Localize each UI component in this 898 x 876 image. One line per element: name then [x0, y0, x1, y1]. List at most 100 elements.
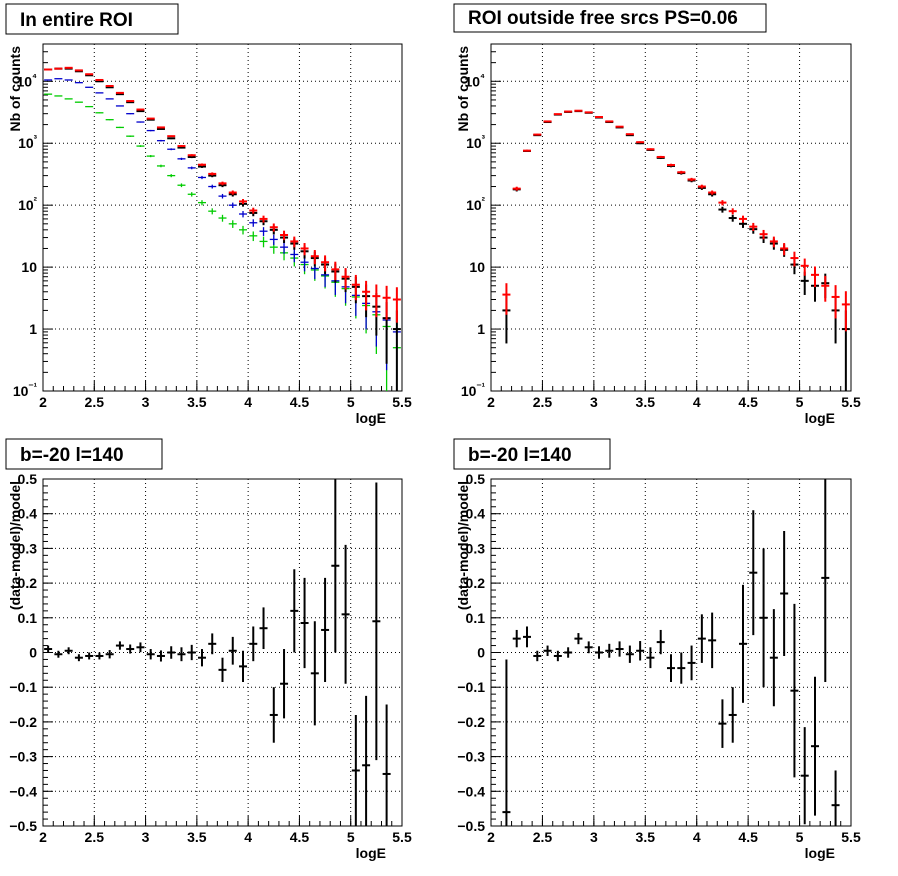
chart-title: b=-20 l=140 — [468, 445, 572, 466]
x-axis-label: logE — [805, 845, 835, 861]
x-tick-label: 5.5 — [392, 829, 412, 845]
series-4 — [44, 66, 401, 323]
x-tick-label: 4 — [244, 394, 252, 410]
y-tick-label: 10² — [466, 196, 486, 213]
y-tick-label: 10⁻¹ — [461, 382, 486, 399]
y-axis-label: (data-model)/model — [7, 481, 23, 610]
y-tick-label: 10³ — [18, 134, 38, 151]
y-axis-label: (data-model)/model — [455, 481, 471, 610]
y-axis-label: Nb of counts — [455, 46, 471, 132]
y-tick-label: 1 — [477, 321, 485, 337]
y-tick-label: −0.3 — [457, 749, 485, 765]
x-tick-label: 2 — [39, 829, 47, 845]
x-tick-label: 4.5 — [290, 394, 310, 410]
x-tick-label: 2.5 — [533, 394, 553, 410]
series-1 — [44, 93, 401, 391]
y-tick-label: 0.3 — [18, 540, 38, 556]
x-tick-label: 2.5 — [85, 394, 105, 410]
x-tick-label: 2.5 — [85, 829, 105, 845]
y-tick-label: 0.3 — [466, 540, 486, 556]
y-tick-label: −0.5 — [9, 818, 37, 834]
series-1 — [502, 479, 840, 826]
y-tick-label: 0.4 — [466, 506, 486, 522]
plot-frame — [42, 478, 403, 827]
x-tick-label: 2.5 — [533, 829, 553, 845]
y-tick-label: 10⁴ — [16, 72, 37, 89]
x-axis-label: logE — [356, 845, 386, 861]
series-2 — [44, 78, 401, 391]
series-3 — [44, 67, 401, 391]
x-tick-label: 5.5 — [841, 394, 861, 410]
y-tick-label: 10² — [18, 196, 38, 213]
x-tick-label: 3.5 — [636, 394, 656, 410]
y-tick-label: 0.4 — [18, 506, 38, 522]
y-tick-label: 10⁴ — [464, 72, 485, 89]
x-tick-label: 5 — [796, 394, 804, 410]
x-tick-label: 5 — [347, 829, 355, 845]
series-1 — [502, 110, 850, 391]
y-tick-label: 10³ — [466, 134, 486, 151]
title-box — [453, 438, 611, 470]
title-box — [5, 3, 179, 35]
chart-panel-4: 2 2.5 3 3.5 4 4.5 5 5.5 −0.5 −0.4 −0.3 −0.2 −0.1 0 0.1… — [453, 438, 861, 861]
y-tick-label: 10⁻¹ — [13, 382, 38, 399]
x-tick-label: 4.5 — [738, 829, 758, 845]
x-tick-label: 2 — [487, 394, 495, 410]
y-tick-label: 0.1 — [466, 610, 486, 626]
chart-panel-2: 2 2.5 3 3.5 4 4.5 5 5.5 10⁻¹ 1 10 10² 10³ 10⁴ logE Nb o… — [453, 3, 861, 426]
x-tick-label: 2 — [39, 394, 47, 410]
x-axis-label: logE — [805, 410, 835, 426]
y-tick-label: 0.5 — [466, 471, 486, 487]
x-tick-label: 3 — [142, 829, 150, 845]
y-tick-label: 0 — [477, 645, 485, 661]
x-tick-label: 4 — [693, 829, 701, 845]
y-tick-label: 10 — [21, 259, 37, 275]
y-tick-label: −0.1 — [9, 679, 37, 695]
chart-panel-1: 2 2.5 3 3.5 4 4.5 5 5.5 10⁻¹ 1 10 10² 10³ 10⁴ logE Nb o… — [5, 3, 412, 426]
x-tick-label: 5 — [347, 394, 355, 410]
series-1 — [44, 479, 391, 826]
y-tick-label: 0.1 — [18, 610, 38, 626]
y-tick-label: 0.2 — [18, 575, 38, 591]
y-tick-label: −0.2 — [457, 714, 485, 730]
plot-frame — [490, 43, 852, 392]
chart-panel-3: 2 2.5 3 3.5 4 4.5 5 5.5 −0.5 −0.4 −0.3 −0.2 −0.1 0 0.1… — [5, 438, 412, 861]
x-tick-label: 4.5 — [738, 394, 758, 410]
y-tick-label: 1 — [29, 321, 37, 337]
y-tick-label: −0.4 — [457, 783, 485, 799]
x-tick-label: 3.5 — [636, 829, 656, 845]
y-tick-label: −0.5 — [457, 818, 485, 834]
x-axis-label: logE — [356, 410, 386, 426]
x-tick-label: 4 — [693, 394, 701, 410]
y-tick-label: 10 — [469, 259, 485, 275]
title-box — [5, 438, 163, 470]
x-tick-label: 2 — [487, 829, 495, 845]
x-tick-label: 4 — [244, 829, 252, 845]
series-2 — [502, 109, 850, 332]
y-tick-label: −0.3 — [9, 749, 37, 765]
x-tick-label: 4.5 — [290, 829, 310, 845]
plot-frame — [490, 478, 852, 827]
plot-frame — [42, 43, 403, 392]
x-tick-label: 5 — [796, 829, 804, 845]
y-tick-label: −0.2 — [9, 714, 37, 730]
x-tick-label: 3.5 — [187, 394, 207, 410]
x-tick-label: 5.5 — [392, 394, 412, 410]
y-tick-label: 0.5 — [18, 471, 38, 487]
x-tick-label: 3.5 — [187, 829, 207, 845]
y-tick-label: −0.1 — [457, 679, 485, 695]
y-axis-label: Nb of counts — [7, 46, 23, 132]
chart-title: In entire ROI — [20, 10, 133, 31]
y-tick-label: −0.4 — [9, 783, 37, 799]
title-box — [453, 3, 767, 33]
x-tick-label: 3 — [590, 829, 598, 845]
y-tick-label: 0 — [29, 645, 37, 661]
y-tick-label: 0.2 — [466, 575, 486, 591]
x-tick-label: 3 — [590, 394, 598, 410]
chart-title: b=-20 l=140 — [20, 445, 124, 466]
chart-title: ROI outside free srcs PS=0.06 — [468, 8, 738, 29]
x-tick-label: 3 — [142, 394, 150, 410]
x-tick-label: 5.5 — [841, 829, 861, 845]
